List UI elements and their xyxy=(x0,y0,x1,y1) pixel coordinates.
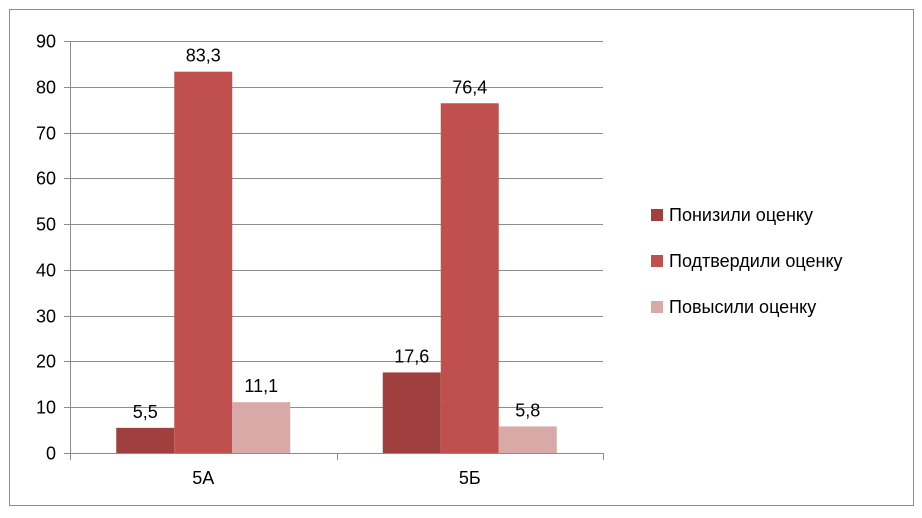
legend-swatch xyxy=(651,209,663,221)
bar xyxy=(232,402,291,453)
x-tick-label: 5А xyxy=(192,468,214,488)
bars xyxy=(116,71,557,453)
y-tick-label: 90 xyxy=(36,32,56,52)
legend: Понизили оценку Подтвердили оценку Повысил… xyxy=(651,205,843,317)
legend-label: Понизили оценку xyxy=(669,205,813,225)
axes xyxy=(64,41,604,460)
y-tick-label: 60 xyxy=(36,169,56,189)
legend-label: Подтвердили оценку xyxy=(669,251,843,271)
y-tick-label: 40 xyxy=(36,261,56,281)
y-tick-label: 10 xyxy=(36,398,56,418)
y-tick-label: 30 xyxy=(36,307,56,327)
bar-value-label: 11,1 xyxy=(244,376,278,396)
bar xyxy=(440,103,499,453)
bar-value-label: 76,4 xyxy=(452,77,487,97)
bar xyxy=(116,427,175,453)
y-tick-label: 80 xyxy=(36,78,56,98)
x-tick-label: 5Б xyxy=(459,468,481,488)
y-tick-label: 20 xyxy=(36,352,56,372)
bar xyxy=(382,372,441,453)
bar-value-label: 17,6 xyxy=(394,346,429,366)
y-tick-label: 0 xyxy=(46,444,56,464)
y-tick-labels: 0 10 20 30 40 50 60 70 80 90 xyxy=(36,32,56,464)
bar-value-label: 83,3 xyxy=(186,46,221,66)
data-labels: 5,5 83,3 11,1 17,6 76,4 5,8 xyxy=(133,46,541,422)
bar xyxy=(174,71,233,453)
bar-value-label: 5,8 xyxy=(515,400,540,420)
y-tick-label: 50 xyxy=(36,215,56,235)
legend-swatch xyxy=(651,255,663,267)
y-tick-label: 70 xyxy=(36,124,56,144)
legend-label: Повысили оценку xyxy=(669,297,816,317)
x-tick-labels: 5А 5Б xyxy=(192,468,480,488)
bar-value-label: 5,5 xyxy=(133,402,158,422)
legend-swatch xyxy=(651,301,663,313)
bar xyxy=(498,426,557,453)
gridlines xyxy=(70,41,603,408)
